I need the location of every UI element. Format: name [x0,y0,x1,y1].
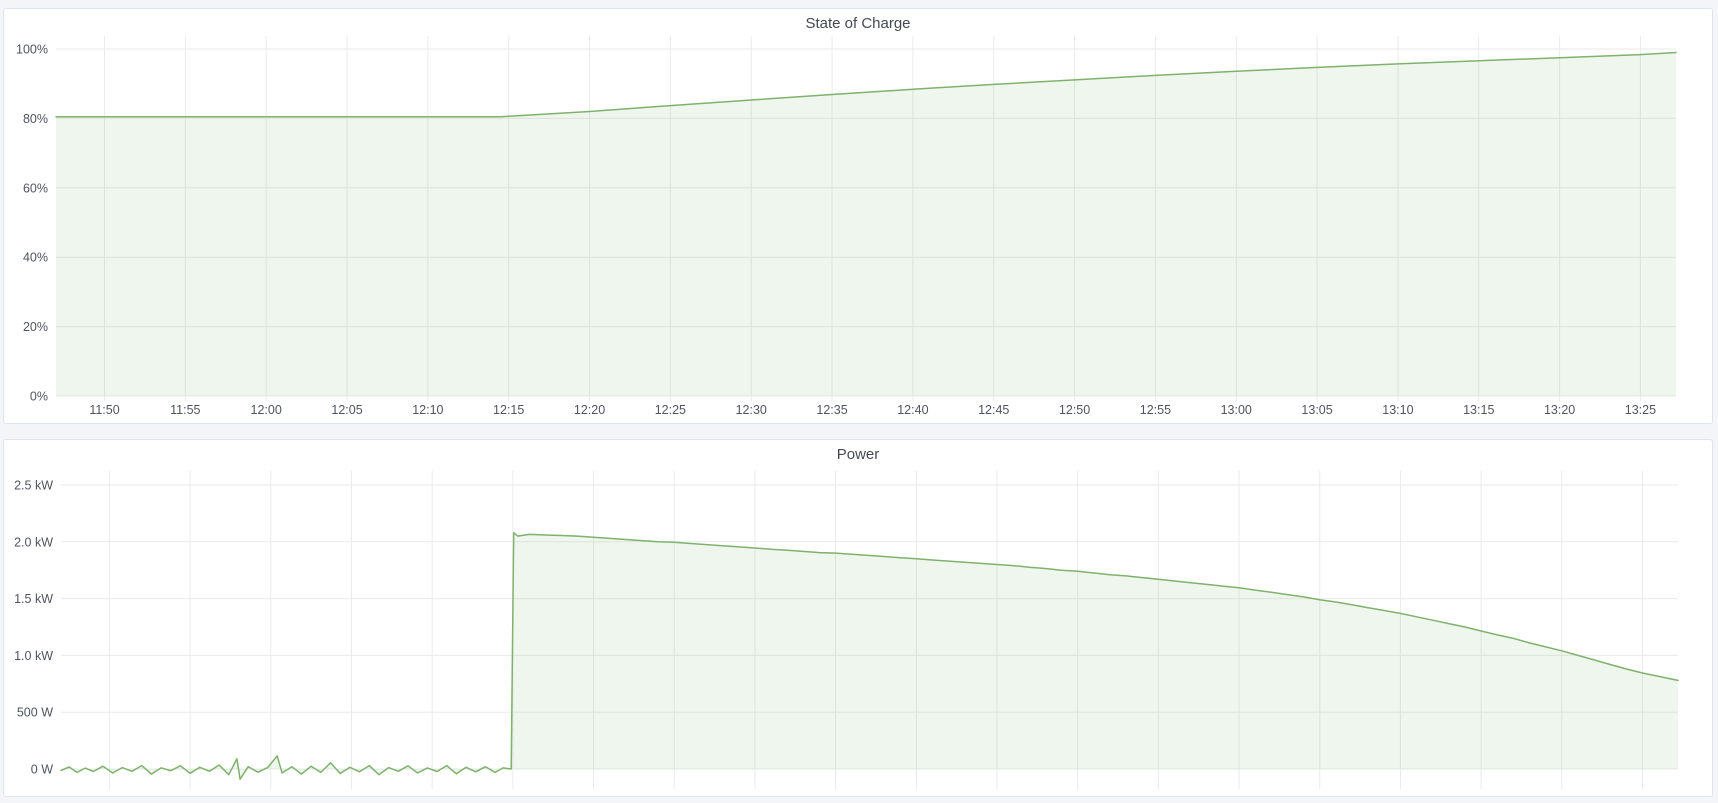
panel-title[interactable]: State of Charge [805,15,911,32]
y-tick-label: 2.5 kW [14,478,53,492]
y-tick-label: 0% [30,390,48,404]
y-tick-label: 100% [16,43,48,57]
y-tick-label: 80% [23,112,48,126]
x-tick-label: 12:10 [412,403,443,417]
y-tick-label: 2.0 kW [14,535,53,549]
x-tick-label: 12:25 [655,403,686,417]
x-tick-label: 13:10 [1382,403,1413,417]
panel-power: 2.5 kW 2.0 kW 1.5 kW 1.0 kW 500 W 0 W Power [3,439,1713,797]
series-area-fill [56,52,1676,396]
x-tick-label: 11:55 [170,403,200,417]
panel-title[interactable]: Power [836,446,880,463]
y-tick-label: 20% [23,320,48,334]
series-area-fill [61,532,1678,780]
panel-header[interactable]: Power [4,440,1712,470]
x-tick-label: 12:45 [978,403,1009,417]
series-line [60,531,1679,780]
x-tick-label: 13:15 [1463,403,1494,417]
x-tick-label: 13:00 [1221,403,1252,417]
state-of-charge-chart[interactable]: 100% 80% 60% 40% 20% 0% 11:50 11:55 12:00 12:05 12… [4,9,1714,425]
panel-state-of-charge: 100% 80% 60% 40% 20% 0% 11:50 11:55 12:00 12:05 12… [3,8,1713,424]
y-tick-label: 1.0 kW [14,649,53,663]
y-tick-label: 40% [23,251,48,265]
x-tick-label: 12:50 [1059,403,1090,417]
series-line [55,51,1677,118]
y-tick-label: 0 W [31,763,53,777]
panel-header[interactable]: State of Charge [4,9,1712,39]
x-tick-label: 13:25 [1625,403,1656,417]
x-tick-label: 11:50 [89,403,119,417]
x-tick-label: 12:40 [897,403,928,417]
x-tick-label: 12:00 [251,403,282,417]
x-tick-label: 12:05 [331,403,362,417]
x-tick-label: 13:05 [1301,403,1332,417]
x-tick-label: 12:20 [574,403,605,417]
x-tick-label: 12:35 [816,403,847,417]
y-tick-label: 1.5 kW [14,592,53,606]
x-tick-label: 12:30 [736,403,767,417]
y-tick-label: 60% [23,181,48,195]
power-chart[interactable]: 2.5 kW 2.0 kW 1.5 kW 1.0 kW 500 W 0 W [4,440,1714,798]
x-tick-label: 13:20 [1544,403,1575,417]
y-tick-label: 500 W [17,706,53,720]
x-tick-label: 12:15 [493,403,524,417]
x-tick-label: 12:55 [1140,403,1171,417]
